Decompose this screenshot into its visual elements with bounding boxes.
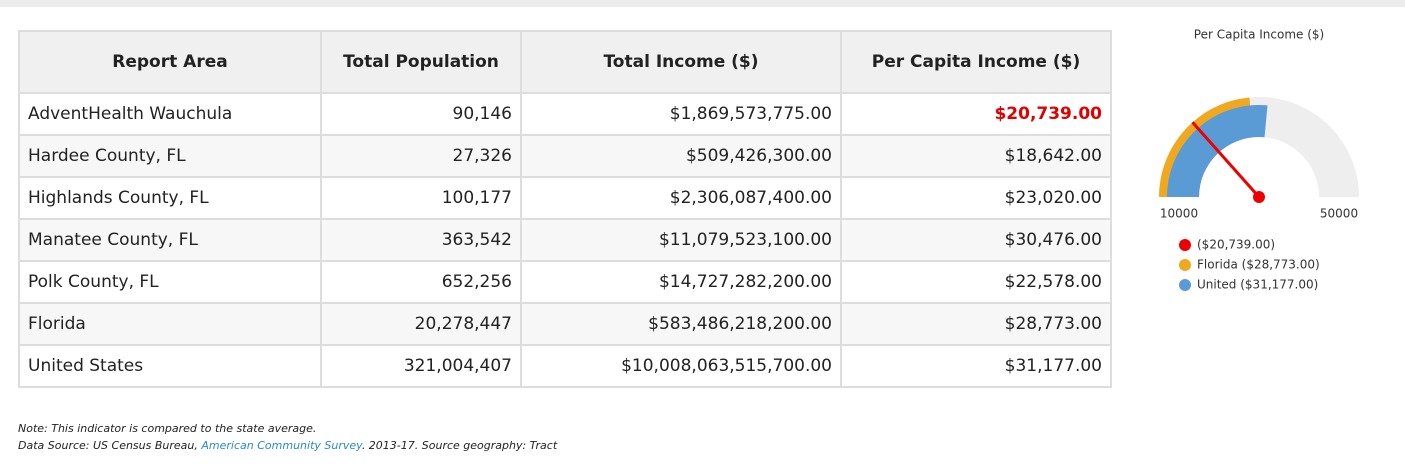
table-cell: United States <box>18 344 322 388</box>
table-row: AdventHealth Wauchula 90,146 $1,869,573,77… <box>18 92 1112 136</box>
table-cell: 27,326 <box>320 134 522 178</box>
table-cell: 652,256 <box>320 260 522 304</box>
table-row: Manatee County, FL 363,542 $11,079,523,100… <box>18 218 1112 262</box>
table-cell: 363,542 <box>320 218 522 262</box>
header-row: Report Area Total Population Total Income … <box>18 30 1112 94</box>
table-row: United States 321,004,407 $10,008,063,515,… <box>18 344 1112 388</box>
header-cell: Per Capita Income ($) <box>840 30 1112 94</box>
source-prefix: Data Source: US Census Bureau, <box>18 439 198 452</box>
table-cell: $30,476.00 <box>840 218 1112 262</box>
table-cell: Florida <box>18 302 322 346</box>
table-cell: $2,306,087,400.00 <box>520 176 842 220</box>
notes: Note: This indicator is compared to the … <box>18 420 557 454</box>
table-cell: $31,177.00 <box>840 344 1112 388</box>
table-body: AdventHealth Wauchula 90,146 $1,869,573,77… <box>18 92 1112 388</box>
needle-hub <box>1253 191 1265 203</box>
table-cell: Polk County, FL <box>18 260 322 304</box>
table-row: Polk County, FL 652,256 $14,727,282,200.00… <box>18 260 1112 304</box>
gauge-needle <box>1191 121 1261 198</box>
source-link[interactable]: American Community Survey <box>201 439 362 452</box>
gauge-chart: Per Capita Income ($) 10000 50000 ($20,739… <box>1159 28 1359 292</box>
top-bar <box>0 0 1405 7</box>
table-row: Hardee County, FL 27,326 $509,426,300.00 $1… <box>18 134 1112 178</box>
table-cell: $14,727,282,200.00 <box>520 260 842 304</box>
table-cell: Highlands County, FL <box>18 176 322 220</box>
table-cell: 20,278,447 <box>320 302 522 346</box>
table-cell: Manatee County, FL <box>18 218 322 262</box>
table-cell: $28,773.00 <box>840 302 1112 346</box>
chart-title: Per Capita Income ($) <box>1194 28 1324 42</box>
table-cell: AdventHealth Wauchula <box>18 92 322 136</box>
table-cell: $583,486,218,200.00 <box>520 302 842 346</box>
tick-label: 10000 <box>1160 207 1198 221</box>
legend-marker <box>1179 259 1191 271</box>
legend-label: ($20,739.00) <box>1197 238 1275 252</box>
note: Note: This indicator is compared to the … <box>18 422 317 435</box>
table-cell: $509,426,300.00 <box>520 134 842 178</box>
source: Data Source: US Census Bureau, American … <box>18 437 557 454</box>
header-cell: Total Income ($) <box>520 30 842 94</box>
header-cell: Total Population <box>320 30 522 94</box>
source-suffix: . 2013-17. Source geography: Tract <box>361 439 558 452</box>
table-row: Highlands County, FL 100,177 $2,306,087,40… <box>18 176 1112 220</box>
table-cell: 100,177 <box>320 176 522 220</box>
legend-marker <box>1179 279 1191 291</box>
table-cell: $11,079,523,100.00 <box>520 218 842 262</box>
table-cell: 90,146 <box>320 92 522 136</box>
tick-label: 50000 <box>1320 207 1358 221</box>
data-table: Report Area Total Population Total Income … <box>18 30 1112 388</box>
table-cell: $1,869,573,775.00 <box>520 92 842 136</box>
table-cell: Hardee County, FL <box>18 134 322 178</box>
header-cell: Report Area <box>18 30 322 94</box>
table-cell: $23,020.00 <box>840 176 1112 220</box>
table-cell: $10,008,063,515,700.00 <box>520 344 842 388</box>
table-row: Florida 20,278,447 $583,486,218,200.00 $28,… <box>18 302 1112 346</box>
table-cell: $18,642.00 <box>840 134 1112 178</box>
table-cell: $22,578.00 <box>840 260 1112 304</box>
legend-label: Florida ($28,773.00) <box>1197 258 1320 272</box>
legend-label: United ($31,177.00) <box>1197 278 1318 292</box>
table-cell: $20,739.00 <box>840 92 1112 136</box>
table-cell: 321,004,407 <box>320 344 522 388</box>
legend-marker <box>1179 239 1191 251</box>
